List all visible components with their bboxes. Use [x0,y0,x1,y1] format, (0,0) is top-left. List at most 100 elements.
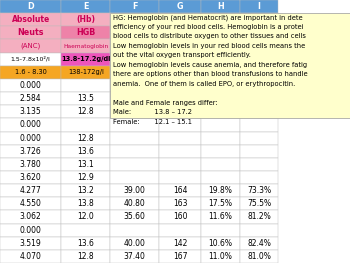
Text: Female:       12.1 – 15.1: Female: 12.1 – 15.1 [113,119,192,125]
Text: 142: 142 [173,239,188,248]
Text: 160: 160 [173,213,188,221]
Text: 0.000: 0.000 [20,120,42,129]
Bar [0,105,61,118]
Bar [61,250,110,263]
Text: 1.5-7.8x10²/l: 1.5-7.8x10²/l [11,57,50,62]
Bar [240,92,278,105]
Text: 13.5: 13.5 [77,94,94,103]
Bar [159,118,201,132]
Bar [110,13,159,26]
Bar [201,53,240,66]
Text: 138-172g/l: 138-172g/l [68,69,104,75]
Bar [110,92,159,105]
Bar [110,118,159,132]
Bar [201,145,240,158]
Text: 0.000: 0.000 [20,81,42,90]
Bar [0,53,61,66]
Bar [0,250,61,263]
Text: 12.9: 12.9 [77,173,94,182]
Bar [159,39,201,53]
Text: 39.00: 39.00 [124,186,146,195]
Text: 13.6: 13.6 [77,239,94,248]
Text: 4.277: 4.277 [20,186,42,195]
Bar [61,13,110,26]
Bar [201,26,240,39]
Bar [159,210,201,224]
Bar [159,184,201,197]
Bar [61,210,110,224]
Bar [159,250,201,263]
Bar [0,66,61,79]
Bar [61,184,110,197]
Text: 10.6%: 10.6% [209,239,232,248]
Bar [240,39,278,53]
Bar [240,210,278,224]
Bar [61,171,110,184]
Bar [61,145,110,158]
Bar [0,184,61,197]
Bar [240,79,278,92]
Text: 164: 164 [173,186,188,195]
Bar [61,118,110,132]
Bar [61,105,110,118]
Bar [110,184,159,197]
Bar [0,224,61,237]
Text: 73.3%: 73.3% [247,186,271,195]
Bar [110,171,159,184]
Bar [240,171,278,184]
Text: F: F [132,2,138,11]
Text: HGB: HGB [76,28,96,37]
Bar [110,53,159,66]
Bar [110,237,159,250]
Text: Male and Female ranges differ:: Male and Female ranges differ: [113,100,218,106]
Text: Neuts: Neuts [18,28,44,37]
Bar [0,171,61,184]
Bar [201,66,240,79]
Text: blood cells to distribute oxygen to other tissues and cells: blood cells to distribute oxygen to othe… [113,33,306,39]
Text: 40.80: 40.80 [124,199,146,208]
Bar [159,79,201,92]
Bar [61,66,110,79]
Bar [159,53,201,66]
Text: 13.2: 13.2 [77,186,94,195]
Bar [240,145,278,158]
Bar [0,92,61,105]
Bar [0,145,61,158]
Bar [201,132,240,145]
Text: 4.070: 4.070 [20,252,42,261]
Bar [61,224,110,237]
Bar [61,197,110,210]
Bar [110,158,159,171]
Bar [110,66,159,79]
Bar [0,132,61,145]
Text: 37.40: 37.40 [124,252,146,261]
Text: 13.1: 13.1 [77,160,94,169]
Bar [201,237,240,250]
Bar [159,171,201,184]
Bar [61,53,110,66]
Text: Male:           13.8 – 17.2: Male: 13.8 – 17.2 [113,109,192,115]
Bar [159,105,201,118]
Bar [110,224,159,237]
Text: Absolute: Absolute [12,15,50,24]
Bar [110,105,159,118]
Text: 0.000: 0.000 [20,134,42,143]
Text: 0.000: 0.000 [20,226,42,235]
Bar [240,158,278,171]
Bar [240,0,278,13]
Bar [110,132,159,145]
Text: 3.519: 3.519 [20,239,42,248]
Bar [240,197,278,210]
Bar [0,0,61,13]
Text: 3.620: 3.620 [20,173,42,182]
Bar [110,250,159,263]
Text: Low hemoglobin levels in your red blood cells means the: Low hemoglobin levels in your red blood … [113,43,305,49]
Text: 3.062: 3.062 [20,213,42,221]
Text: I: I [258,2,260,11]
Text: Haematoglobin: Haematoglobin [63,43,108,49]
Bar [240,184,278,197]
Text: 19.8%: 19.8% [209,186,232,195]
Text: 12.8: 12.8 [77,252,94,261]
Bar [240,132,278,145]
Bar [0,79,61,92]
